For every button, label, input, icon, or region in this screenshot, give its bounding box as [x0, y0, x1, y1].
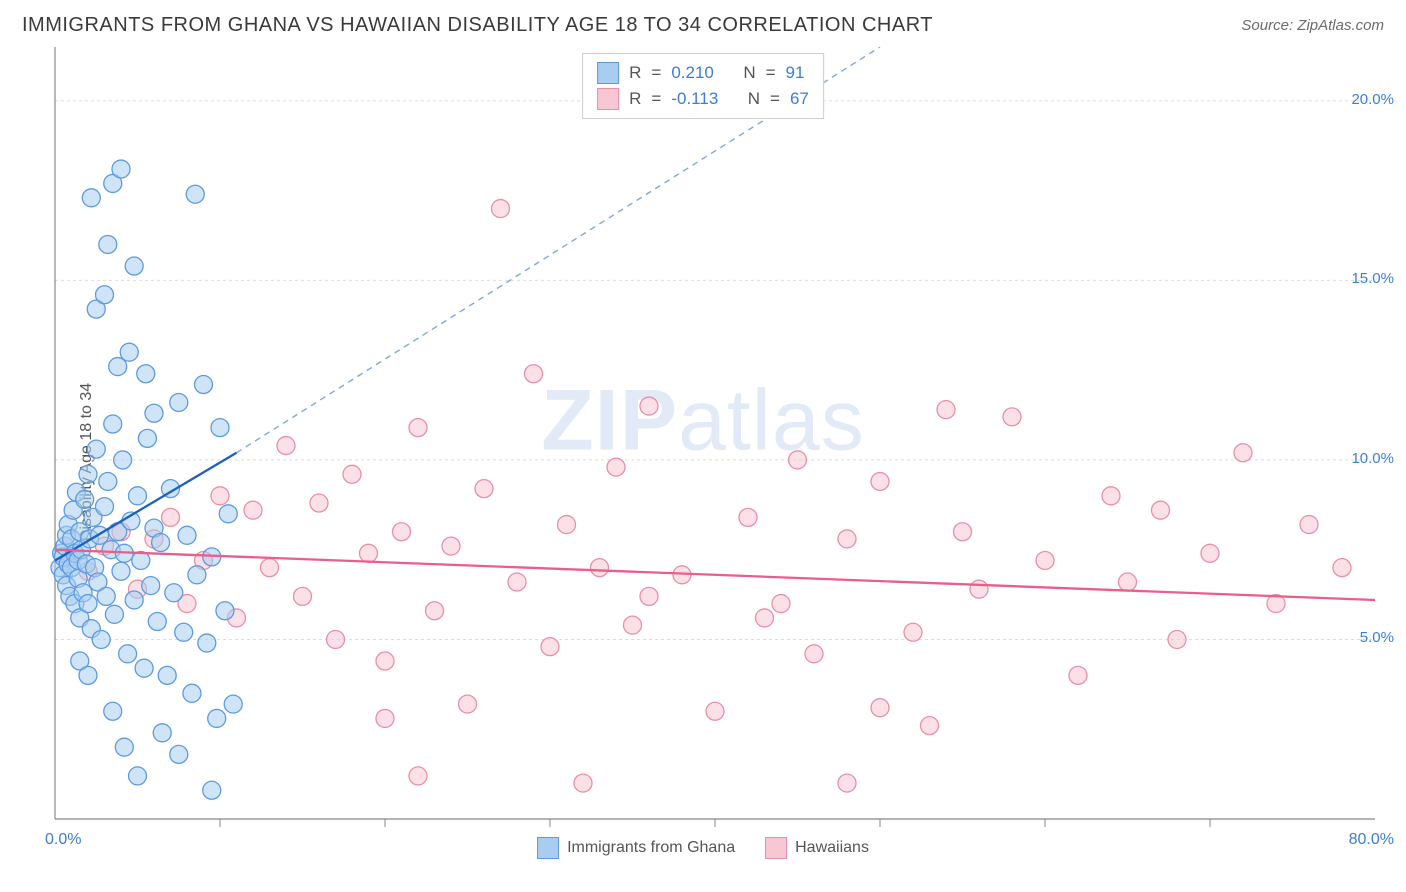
correlation-legend: R = 0.210 N = 91 R = -0.113 N = 67	[582, 53, 824, 119]
legend-swatch-hawaiians	[765, 837, 787, 859]
legend-r-label: R	[629, 60, 641, 86]
legend-row-ghana: R = 0.210 N = 91	[597, 60, 809, 86]
source-link[interactable]: ZipAtlas.com	[1297, 17, 1384, 34]
legend-n-value-ghana: 91	[786, 60, 805, 86]
x-axis-origin-label: 0.0%	[45, 831, 81, 849]
legend-item-ghana: Immigrants from Ghana	[537, 837, 735, 859]
series-legend: Immigrants from Ghana Hawaiians	[537, 837, 869, 859]
legend-swatch-hawaiians	[597, 88, 619, 110]
chart-title: IMMIGRANTS FROM GHANA VS HAWAIIAN DISABI…	[22, 14, 933, 37]
legend-n-label: N	[743, 60, 755, 86]
legend-label-ghana: Immigrants from Ghana	[567, 839, 735, 857]
scatter-plot-svg	[0, 47, 1406, 877]
source-prefix: Source:	[1241, 17, 1297, 34]
legend-swatch-ghana	[597, 62, 619, 84]
legend-n-value-hawaiians: 67	[790, 86, 809, 112]
legend-item-hawaiians: Hawaiians	[765, 837, 869, 859]
legend-r-label: R	[629, 86, 641, 112]
chart-container: ZIPatlas Disability Age 18 to 34 R = 0.2…	[0, 47, 1406, 877]
legend-n-label: N	[748, 86, 760, 112]
legend-r-value-hawaiians: -0.113	[671, 86, 718, 112]
source-attribution: Source: ZipAtlas.com	[1241, 17, 1384, 34]
legend-row-hawaiians: R = -0.113 N = 67	[597, 86, 809, 112]
x-axis-end-label: 80.0%	[1349, 831, 1394, 849]
legend-swatch-ghana	[537, 837, 559, 859]
y-tick-label: 20.0%	[1351, 91, 1394, 108]
legend-label-hawaiians: Hawaiians	[795, 839, 869, 857]
y-tick-label: 15.0%	[1351, 270, 1394, 287]
legend-r-value-ghana: 0.210	[671, 60, 714, 86]
legend-eq: =	[766, 60, 776, 86]
y-tick-label: 10.0%	[1351, 450, 1394, 467]
legend-eq: =	[651, 86, 661, 112]
legend-eq: =	[651, 60, 661, 86]
y-tick-label: 5.0%	[1360, 629, 1394, 646]
legend-eq: =	[770, 86, 780, 112]
